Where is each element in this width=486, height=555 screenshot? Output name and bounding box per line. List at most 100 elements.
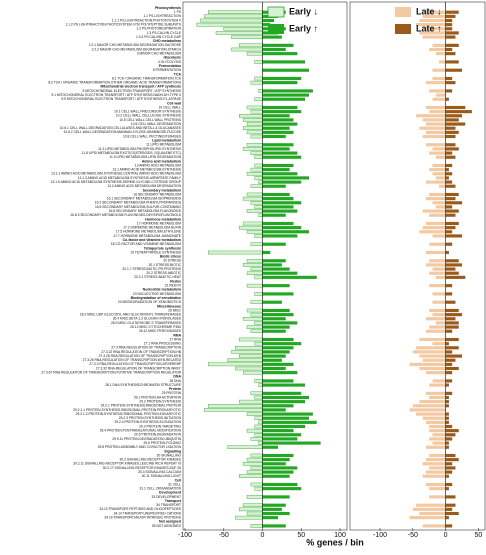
panel-frame <box>182 1 348 531</box>
bar <box>445 445 449 449</box>
bar <box>262 230 309 234</box>
bar <box>262 213 286 217</box>
bar <box>254 155 263 159</box>
bar <box>425 180 446 184</box>
category-label: 28.1 DNA.SYNTHESIS/CHROMATIN STRUCTURE <box>105 383 182 387</box>
bar <box>262 416 309 420</box>
bar <box>208 250 263 255</box>
bar <box>254 60 263 64</box>
category-label: 29.5 PROTEIN.DEGRADATION <box>134 433 181 437</box>
bar <box>445 14 456 18</box>
bar <box>246 105 263 110</box>
bar <box>250 267 263 271</box>
bar <box>262 362 294 366</box>
category-label: 5 FERMENTATION <box>153 68 182 72</box>
bar <box>445 27 453 31</box>
bar <box>445 35 456 39</box>
bar <box>254 424 263 429</box>
bar <box>254 321 263 325</box>
bar <box>445 201 463 205</box>
bar <box>262 97 306 101</box>
category-label: 3 MINOR CHO METABOLISM <box>137 52 182 56</box>
bar <box>262 271 298 275</box>
bar <box>246 412 263 416</box>
category-label: 16.5 SECONDARY METABOLISM.SULFUR-CONTAIN… <box>95 205 181 209</box>
bar <box>262 226 302 230</box>
category-label: 30.11 SIGNALLING.LIGHT <box>142 474 181 478</box>
category-label: 34.14 TRANSPORT.UNSPECIFIED CATIONS <box>114 511 182 515</box>
bar <box>262 267 290 271</box>
bar <box>445 110 472 114</box>
category-label: 29.2.1 PROTEIN.SYNTHESIS.RIBOSOMAL PROTE… <box>101 404 182 408</box>
bar <box>262 433 302 437</box>
bar <box>432 68 446 72</box>
category-label: 10.8 CELL WALL.PECTINESTERASES <box>123 134 182 138</box>
bar <box>432 267 446 271</box>
bar <box>435 155 446 159</box>
group-label: Miscellaneous <box>157 304 181 308</box>
category-label: 31.1 CELL.ORGANISATION <box>139 487 181 491</box>
bar <box>445 250 449 255</box>
bar <box>419 366 446 371</box>
bar <box>262 487 302 491</box>
bar <box>204 408 263 412</box>
bar <box>429 271 446 275</box>
category-label: 27.3.26 RNA.REGULATION OF TRANSCRIPTION.… <box>83 358 182 362</box>
bar <box>208 10 263 14</box>
bar <box>445 180 453 184</box>
bar <box>445 524 453 528</box>
bar <box>262 321 298 325</box>
bar <box>242 370 263 375</box>
bar <box>445 176 449 180</box>
group-label: Fermentation <box>159 64 181 68</box>
category-label: 29 PROTEIN <box>162 391 182 395</box>
bar <box>250 134 263 139</box>
bar <box>445 371 453 375</box>
category-label: 1.2 PS.PHOTORESPIRATION <box>136 27 181 31</box>
bar <box>262 197 294 201</box>
bar <box>419 230 446 234</box>
category-label: 29.3 PROTEIN.TARGETING <box>139 424 181 428</box>
group-label: Mitochondrial electron transport / ATP s… <box>101 85 182 89</box>
bar <box>445 416 449 420</box>
bar <box>262 147 290 151</box>
category-label: 23 NUCLEOTIDE METABOLISM <box>133 292 181 296</box>
bar <box>262 429 294 433</box>
bar <box>254 341 263 346</box>
bar <box>250 80 263 85</box>
bar <box>419 337 446 342</box>
bar <box>262 176 309 180</box>
bar <box>445 122 466 126</box>
legend-swatch <box>268 24 284 34</box>
category-label: 29.4 PROTEIN.POSTRANSLATIONAL MODIFICATI… <box>100 429 182 433</box>
bar <box>239 225 263 230</box>
bar <box>262 250 271 255</box>
bar <box>254 176 263 180</box>
bar <box>223 27 263 31</box>
bar <box>445 151 453 155</box>
bar <box>422 474 446 478</box>
bar <box>262 466 298 470</box>
bar <box>262 118 294 122</box>
category-label: 30.2.17 SIGNALLING.RECEPTOR KINASES.DUF … <box>103 466 182 470</box>
bar <box>246 495 263 499</box>
bar <box>239 43 263 48</box>
category-label: 30.3 SIGNALLING.CALCIUM <box>138 470 181 474</box>
bar <box>416 346 446 350</box>
bar <box>262 60 306 64</box>
bar <box>425 329 446 333</box>
category-label: 31 CELL <box>168 482 181 486</box>
bar <box>435 205 446 209</box>
category-label: 24 BIODEGRADATION OF XENOBIOTICS <box>118 300 182 304</box>
bar <box>246 209 263 213</box>
bar <box>432 43 446 47</box>
bar <box>262 292 294 296</box>
bar <box>429 437 446 441</box>
category-label: 30.2.11 SIGNALLING.RECEPTOR KINASES.LEUC… <box>73 462 181 466</box>
bar <box>262 143 294 147</box>
panel-frame <box>349 1 486 531</box>
bar <box>445 429 459 433</box>
bar <box>422 416 446 420</box>
bar <box>262 495 290 499</box>
category-label: 13.1.3 AMINO ACID METABOLISM.SYNTHESIS.A… <box>78 176 182 180</box>
